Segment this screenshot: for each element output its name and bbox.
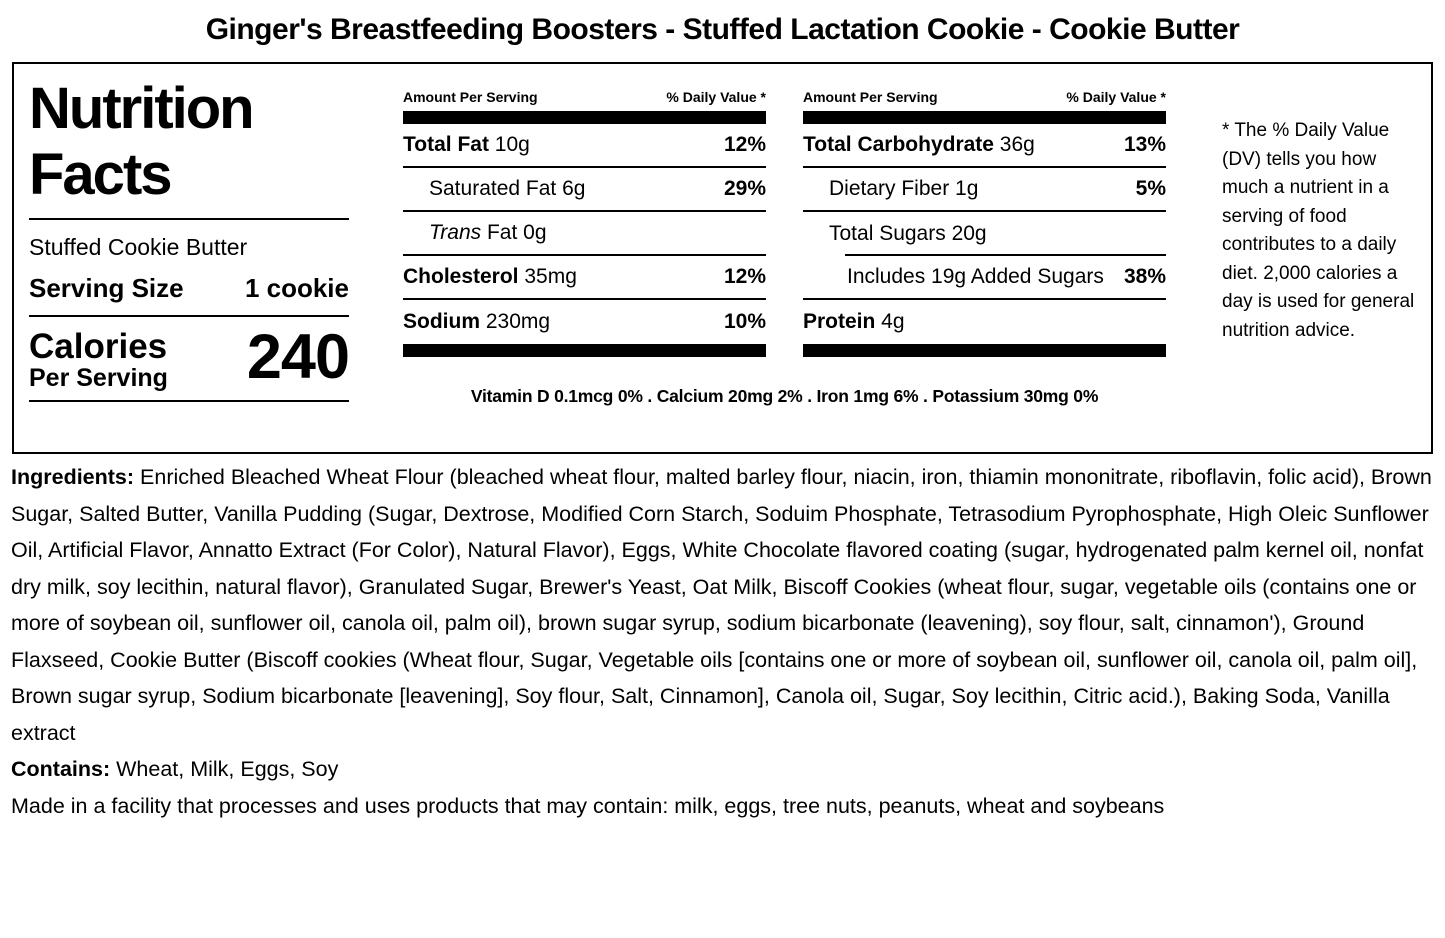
- serving-size-value: 1 cookie: [244, 273, 349, 303]
- product-variant: Stuffed Cookie Butter: [29, 234, 248, 260]
- nutrient-dv: 10%: [723, 310, 766, 333]
- daily-value-header: % Daily Value *: [1066, 89, 1166, 105]
- thick-rule: [803, 111, 1166, 124]
- nutrient-dv: 29%: [723, 177, 766, 200]
- contains-label: Contains:: [11, 757, 117, 781]
- nutrition-facts-panel: Nutrition Facts Stuffed Cookie Butter Se…: [12, 62, 1433, 454]
- serving-size-row: Serving Size 1 cookie: [29, 273, 349, 304]
- column-header: Amount Per Serving % Daily Value *: [803, 84, 1166, 111]
- contains-line: Contains: Wheat, Milk, Eggs, Soy: [11, 751, 1434, 788]
- nutrient-columns: Amount Per Serving % Daily Value * Total…: [403, 84, 1166, 357]
- heading-line-1: Nutrition: [29, 76, 255, 141]
- nutrient-row-saturated-fat: Saturated Fat 6g 29%: [403, 168, 766, 212]
- nutrient-name: Cholesterol 35mg: [403, 265, 577, 288]
- nutrient-row-sodium: Sodium 230mg 10%: [403, 300, 766, 344]
- contains-text: Wheat, Milk, Eggs, Soy: [116, 757, 339, 781]
- nutrient-row-total-fat: Total Fat 10g 12%: [403, 124, 766, 168]
- micronutrients-line: Vitamin D 0.1mcg 0% . Calcium 20mg 2% . …: [470, 386, 1099, 406]
- nutrition-facts-left-panel: Nutrition Facts Stuffed Cookie Butter Se…: [29, 76, 350, 434]
- nutrient-column-carbohydrate: Amount Per Serving % Daily Value * Total…: [803, 84, 1166, 357]
- nutrient-row-trans-fat: Trans Fat 0g: [403, 212, 766, 256]
- thick-rule: [403, 111, 766, 124]
- divider: [29, 400, 349, 402]
- nutrient-name: Includes 19g Added Sugars: [847, 265, 1104, 288]
- divider: [29, 218, 349, 220]
- nutrient-dv: 12%: [723, 133, 766, 156]
- nutrition-label-page: Ginger's Breastfeeding Boosters - Stuffe…: [0, 13, 1445, 824]
- nutrient-row-added-sugars: Includes 19g Added Sugars 38%: [803, 256, 1166, 300]
- nutrient-row-protein: Protein 4g: [803, 300, 1166, 344]
- nutrient-name: Total Sugars 20g: [829, 222, 987, 245]
- nutrient-name: Total Carbohydrate 36g: [803, 133, 1035, 156]
- thick-rule: [803, 344, 1166, 357]
- nutrient-row-dietary-fiber: Dietary Fiber 1g 5%: [803, 168, 1166, 212]
- nutrient-name: Trans Fat 0g: [429, 221, 547, 244]
- nutrient-row-cholesterol: Cholesterol 35mg 12%: [403, 256, 766, 300]
- nutrition-facts-heading: Nutrition Facts: [29, 76, 349, 208]
- nutrient-dv: 13%: [1123, 133, 1166, 156]
- nutrient-name: Protein 4g: [803, 310, 905, 333]
- nutrient-dv: 38%: [1123, 265, 1166, 288]
- nutrient-name: Sodium 230mg: [403, 310, 551, 333]
- nutrient-row-total-sugars: Total Sugars 20g: [803, 212, 1166, 256]
- nutrient-row-total-carbohydrate: Total Carbohydrate 36g 13%: [803, 124, 1166, 168]
- calories-value: 240: [246, 322, 350, 392]
- calories-sublabel: Per Serving: [29, 364, 168, 392]
- ingredients-label: Ingredients:: [11, 465, 141, 489]
- amount-per-serving-header: Amount Per Serving: [403, 89, 538, 105]
- nutrient-name: Total Fat 10g: [403, 133, 530, 156]
- column-header: Amount Per Serving % Daily Value *: [403, 84, 766, 111]
- page-title: Ginger's Breastfeeding Boosters - Stuffe…: [205, 13, 1240, 46]
- nutrient-columns-area: Amount Per Serving % Daily Value * Total…: [403, 84, 1166, 434]
- nutrient-name: Saturated Fat 6g: [429, 177, 586, 200]
- daily-value-footnote: * The % Daily Value (DV) tells you how m…: [1222, 120, 1415, 341]
- nutrient-name: Dietary Fiber 1g: [829, 177, 979, 200]
- nutrient-dv: 5%: [1135, 177, 1166, 200]
- thick-rule: [403, 344, 766, 357]
- ingredients-paragraph: Ingredients: Enriched Bleached Wheat Flo…: [11, 459, 1434, 751]
- heading-line-2: Facts: [29, 142, 173, 207]
- calories-labels: Calories Per Serving: [29, 329, 168, 392]
- nutrient-dv: 12%: [723, 265, 766, 288]
- calories-row: Calories Per Serving 240: [29, 322, 350, 393]
- divider: [29, 315, 349, 317]
- amount-per-serving-header: Amount Per Serving: [803, 89, 938, 105]
- facility-line: Made in a facility that processes and us…: [11, 793, 1165, 818]
- daily-value-header: % Daily Value *: [666, 89, 766, 105]
- ingredients-section: Ingredients: Enriched Bleached Wheat Flo…: [11, 459, 1434, 824]
- ingredients-text: Enriched Bleached Wheat Flour (bleached …: [11, 465, 1432, 745]
- serving-size-label: Serving Size: [29, 273, 184, 303]
- calories-label: Calories: [29, 327, 168, 366]
- nutrient-column-fat: Amount Per Serving % Daily Value * Total…: [403, 84, 766, 357]
